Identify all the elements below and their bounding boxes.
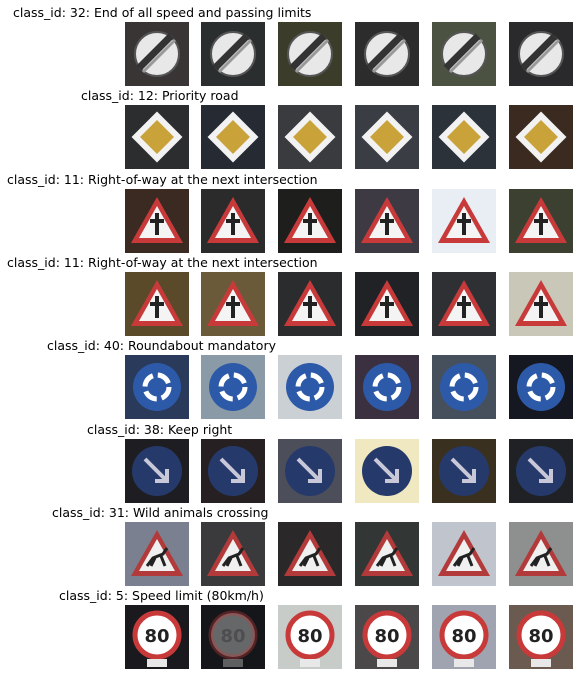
sign-image [355,22,419,86]
row-title: class_id: 11: Right-of-way at the next i… [7,172,318,187]
row-title: class_id: 40: Roundabout mandatory [47,338,276,353]
sign-image [509,355,573,419]
svg-text:80: 80 [220,626,245,647]
sign-image [432,105,496,169]
row-title: class_id: 5: Speed limit (80km/h) [59,588,264,603]
sign-image [432,355,496,419]
sign-image [201,522,265,586]
sign-image [201,105,265,169]
sign-image [432,439,496,503]
sign-image: 80 [509,605,573,669]
sign-image [509,189,573,253]
sign-image [125,522,189,586]
sign-image: 80 [201,605,265,669]
sign-image [432,272,496,336]
sign-image [509,105,573,169]
sign-image: 80 [432,605,496,669]
sign-image [201,22,265,86]
sign-image [125,272,189,336]
sign-image [278,439,342,503]
sign-image: 80 [355,605,419,669]
sign-image [355,189,419,253]
sign-image [509,522,573,586]
sign-image [125,439,189,503]
sign-image: 80 [278,605,342,669]
row-title: class_id: 11: Right-of-way at the next i… [7,255,318,270]
svg-text:80: 80 [451,626,476,647]
sign-image [278,105,342,169]
svg-text:80: 80 [374,626,399,647]
sign-image [278,522,342,586]
sign-image [355,272,419,336]
sign-image [201,439,265,503]
sign-image [278,22,342,86]
sign-image [278,189,342,253]
sign-image [355,355,419,419]
sign-image [355,522,419,586]
sign-image [432,522,496,586]
row-title: class_id: 32: End of all speed and passi… [13,5,312,20]
sign-image [125,22,189,86]
svg-text:80: 80 [528,626,553,647]
svg-text:80: 80 [297,626,322,647]
sign-image [432,22,496,86]
row-title: class_id: 38: Keep right [87,422,233,437]
row-title: class_id: 12: Priority road [81,88,239,103]
sign-image [432,189,496,253]
sign-image [201,272,265,336]
sign-image [509,22,573,86]
sign-image [125,105,189,169]
sign-image [509,272,573,336]
sign-image [509,439,573,503]
sign-image [201,189,265,253]
sign-image [355,439,419,503]
sign-image [125,189,189,253]
sign-image [201,355,265,419]
sign-image [278,272,342,336]
sign-image [355,105,419,169]
sign-image [125,355,189,419]
sign-image: 80 [125,605,189,669]
svg-text:80: 80 [144,626,169,647]
row-title: class_id: 31: Wild animals crossing [52,505,269,520]
sign-image [278,355,342,419]
